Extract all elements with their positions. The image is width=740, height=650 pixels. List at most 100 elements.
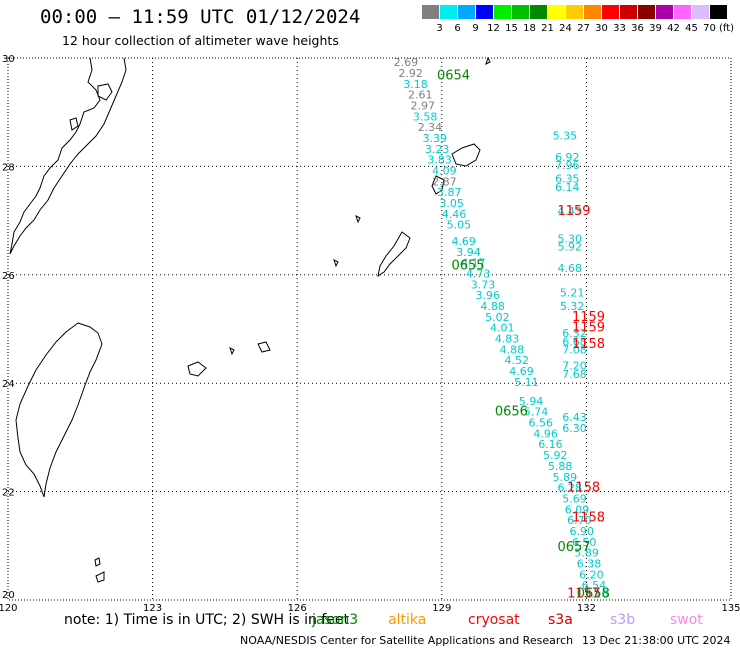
map-frame (7, 57, 732, 601)
wave-height-point: 5.05 (447, 219, 472, 232)
japan-island-b (69, 117, 79, 131)
wave-height-point: 4.17 (461, 257, 486, 270)
legend-swatch (566, 5, 583, 19)
wave-height-point: 6.38 (577, 557, 602, 570)
track-time-label: 1158 (572, 337, 605, 352)
legend-swatch (674, 5, 691, 19)
legend-label: 3 (436, 23, 443, 34)
wave-height-point: 4.69 (451, 235, 476, 248)
wave-height-point: 6.14 (555, 181, 580, 194)
wave-height-point: 7.16 (584, 587, 609, 600)
lat-tick-label: 22 (2, 488, 15, 499)
legend-swatch (440, 5, 457, 19)
wave-height-point: 7.08 (562, 343, 587, 356)
legend-label: 18 (523, 23, 536, 34)
wave-height-point: 5.30 (557, 232, 582, 245)
kyushu-coastline (9, 57, 127, 255)
track-time-label: 1157 (567, 586, 600, 601)
legend-swatch (530, 5, 547, 19)
lon-tick-label: 123 (143, 603, 162, 614)
wave-height-point: 3.96 (476, 289, 501, 302)
wave-height-point: 5.92 (543, 449, 568, 462)
legend-swatch (602, 5, 619, 19)
wave-height-point: 4.09 (432, 165, 457, 178)
islet-b (95, 571, 105, 583)
islet-c (485, 56, 491, 65)
satellite-s3a: s3a (548, 612, 573, 628)
wave-height-point: 3.05 (439, 197, 464, 210)
legend-label: 70 (703, 23, 716, 34)
wave-height-point: 6.56 (529, 417, 554, 430)
wave-height-point: 4.01 (490, 322, 515, 335)
wave-height-point: 2.92 (398, 67, 423, 80)
legend-swatch (584, 5, 601, 19)
track-time-label: 1159 (572, 321, 605, 336)
satellite-cryosat: cryosat (468, 612, 520, 628)
wave-height-point: 6.54 (582, 579, 607, 592)
japan-island-a (97, 83, 113, 101)
legend-label: 24 (559, 23, 572, 34)
track-time-label: 1159 (572, 310, 605, 325)
legend-swatch (710, 5, 727, 19)
wave-height-point: 6.32 (562, 327, 587, 340)
lat-lon-grid (8, 58, 731, 600)
legend-label: 30 (595, 23, 608, 34)
legend-unit: (ft) (719, 23, 735, 34)
legend-swatch (692, 5, 709, 19)
wave-height-point: 3.58 (413, 110, 438, 123)
wave-height-point: 5.21 (560, 286, 585, 299)
legend-label: 9 (472, 23, 479, 34)
legend-label: 42 (667, 23, 680, 34)
islet-f (229, 347, 235, 356)
wave-height-point: 6.43 (562, 411, 587, 424)
wave-height-point: 5.02 (485, 311, 510, 324)
legend-swatch (494, 5, 511, 19)
wave-height-point: 5.89 (553, 471, 578, 484)
legend-label: 6 (454, 23, 461, 34)
wave-height-point: 4.73 (466, 268, 491, 281)
map-subtitle: 12 hour collection of altimeter wave hei… (62, 33, 339, 48)
wave-height-point: 6.50 (572, 536, 597, 549)
legend-swatch (620, 5, 637, 19)
wave-height-point: 7.68 (562, 368, 587, 381)
legend-label: 39 (649, 23, 662, 34)
wave-height-point: 2.34 (418, 121, 443, 134)
track-time-label: 0655 (451, 258, 484, 273)
wave-height-point: 4.96 (533, 427, 558, 440)
lat-tick-label: 20 (2, 590, 15, 601)
wave-height-point: 5.88 (548, 460, 573, 473)
miyako-island (257, 341, 271, 353)
wave-height-point: 4.68 (557, 262, 582, 275)
wave-height-point: 4.88 (500, 343, 525, 356)
wave-height-point: 5.94 (519, 395, 544, 408)
wave-height-point: 3.87 (437, 186, 462, 199)
lon-tick-label: 132 (577, 603, 596, 614)
wave-height-point: 7.20 (562, 360, 587, 373)
legend-label: 12 (487, 23, 500, 34)
track-time-label: 1158 (567, 481, 600, 496)
wave-height-point: 5.92 (557, 240, 582, 253)
wave-height-point: 4.83 (495, 333, 520, 346)
track-time-label: 0656 (495, 405, 528, 420)
lat-tick-label: 30 (2, 54, 15, 65)
wave-height-point: 3.18 (403, 78, 428, 91)
amami-oshima (431, 175, 445, 195)
wave-height-point: 7.96 (555, 159, 580, 172)
wave-height-point: 6.35 (555, 173, 580, 186)
wave-height-point: 6.90 (570, 525, 595, 538)
wave-height-point: 2.97 (410, 99, 435, 112)
satellite-altika: altika (388, 612, 427, 628)
wave-height-point: 4.52 (504, 354, 528, 367)
legend-label: 36 (631, 23, 644, 34)
generated-timestamp: 13 Dec 21:38:00 UTC 2024 (582, 634, 731, 647)
islet-a (94, 557, 101, 567)
taiwan-coastline (15, 322, 103, 498)
track-time-label: 0657 (557, 540, 590, 555)
track-time-labels: 0654065506560657065811571159115911591158… (437, 69, 610, 602)
wave-height-values: 2.692.923.182.612.973.582.343.393.233.83… (394, 56, 609, 600)
legend-swatch (458, 5, 475, 19)
ishigaki-island (187, 361, 207, 377)
lon-tick-label: 135 (721, 603, 740, 614)
okinawa-island (377, 231, 411, 278)
wave-height-point: 2.69 (394, 56, 419, 69)
